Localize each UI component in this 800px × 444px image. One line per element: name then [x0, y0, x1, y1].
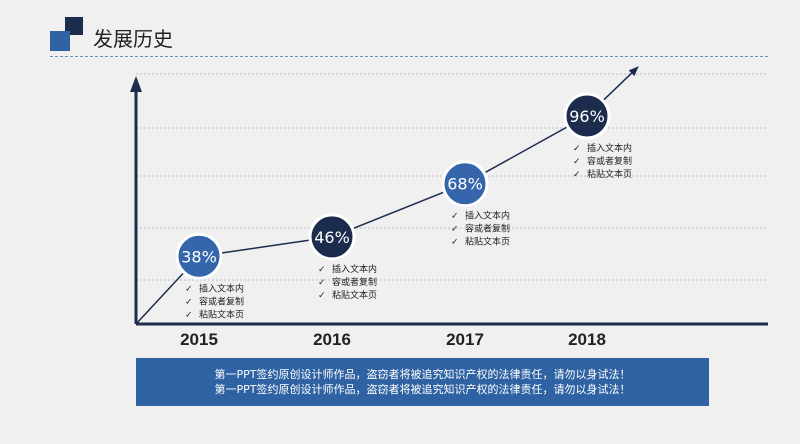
note-check: ✓: [185, 310, 193, 320]
header-square-blue: [50, 31, 70, 51]
note-check: ✓: [318, 278, 326, 288]
category-label-2018: 2018: [568, 330, 606, 349]
copyright-line-1: 第一PPT签约原创设计师作品，盗窃者将被追究知识产权的法律责任，请勿以身试法！: [214, 368, 631, 381]
marker-2018: [563, 92, 611, 140]
category-label-2015: 2015: [180, 330, 218, 349]
note-text: 插入文本内: [199, 282, 244, 294]
header-square-dark: [65, 17, 83, 35]
value-label-2016: 46%: [314, 228, 350, 247]
note-text: 容或者复制: [332, 276, 377, 288]
note-check: ✓: [451, 212, 459, 222]
note-check: ✓: [318, 265, 326, 275]
note-text: 粘贴文本页: [587, 168, 632, 180]
note-check: ✓: [451, 225, 459, 235]
note-text: 插入文本内: [332, 263, 377, 275]
note-text: 容或者复制: [199, 295, 244, 307]
y-axis-arrow: [130, 76, 142, 92]
marker-2017: [441, 160, 489, 208]
note-check: ✓: [573, 157, 581, 167]
note-check: ✓: [573, 170, 581, 180]
note-text: 容或者复制: [465, 223, 510, 235]
header-divider: [50, 56, 768, 57]
page-title: 发展历史: [93, 27, 173, 51]
note-check: ✓: [451, 238, 459, 248]
note-check: ✓: [573, 144, 581, 154]
note-text: 粘贴文本页: [465, 236, 510, 248]
marker-2015: [175, 232, 223, 280]
note-check: ✓: [318, 291, 326, 301]
note-text: 容或者复制: [587, 155, 632, 167]
value-label-2015: 38%: [181, 247, 217, 266]
copyright-banner: 第一PPT签约原创设计师作品，盗窃者将被追究知识产权的法律责任，请勿以身试法！ …: [136, 358, 709, 406]
category-label-2017: 2017: [446, 330, 484, 349]
note-check: ✓: [185, 297, 193, 307]
note-text: 插入文本内: [587, 142, 632, 154]
copyright-line-2: 第一PPT签约原创设计师作品，盗窃者将被追究知识产权的法律责任，请勿以身试法！: [214, 383, 631, 396]
marker-2016: [308, 213, 356, 261]
note-text: 粘贴文本页: [199, 308, 244, 320]
note-check: ✓: [185, 284, 193, 294]
note-text: 粘贴文本页: [332, 289, 377, 301]
category-label-2016: 2016: [313, 330, 351, 349]
value-label-2017: 68%: [447, 175, 483, 194]
value-label-2018: 96%: [569, 107, 605, 126]
note-text: 插入文本内: [465, 210, 510, 222]
